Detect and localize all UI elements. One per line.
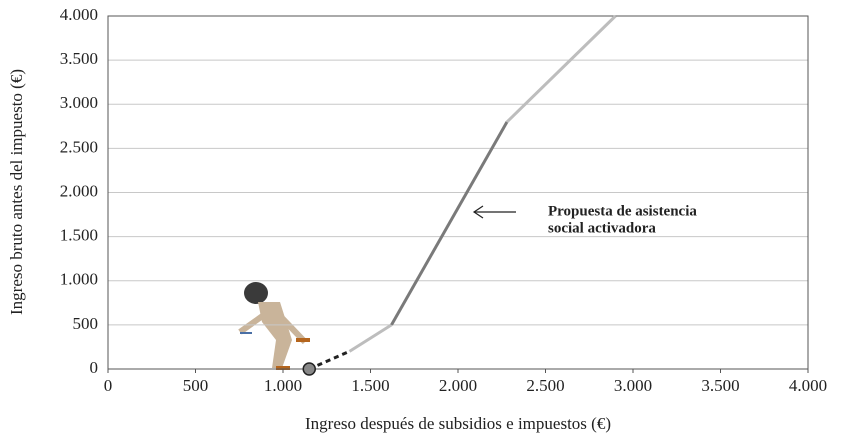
y-tick-label: 3.000	[60, 93, 98, 112]
annotation: Propuesta de asistencia	[548, 203, 697, 219]
y-tick-label: 500	[73, 314, 99, 333]
y-tick-label: 3.500	[60, 49, 98, 68]
x-tick-label: 500	[183, 376, 209, 395]
y-tick-label: 2.000	[60, 181, 98, 200]
y-axis-label: Ingreso bruto antes del impuesto (€)	[7, 69, 26, 315]
plot-frame	[107, 15, 809, 370]
x-axis-label: Ingreso después de subsidios e impuestos…	[305, 414, 611, 433]
x-tick-label: 3.000	[614, 376, 652, 395]
person-icon	[238, 282, 310, 370]
arrow	[472, 205, 516, 219]
x-tick-label: 0	[104, 376, 113, 395]
y-tick-label: 0	[90, 358, 99, 377]
y-tick-label: 4.000	[60, 5, 98, 24]
annotation: social activadora	[548, 220, 656, 236]
x-tick-label: 3.500	[701, 376, 739, 395]
point-marker	[302, 362, 316, 376]
line-segment	[348, 323, 393, 353]
x-tick-label: 1.500	[351, 376, 389, 395]
line-segment	[505, 14, 617, 123]
x-tick-label: 2.500	[526, 376, 564, 395]
x-tick-label: 1.000	[264, 376, 302, 395]
x-tick-label: 2.000	[439, 376, 477, 395]
y-tick-label: 2.500	[60, 137, 98, 156]
y-tick-label: 1.500	[60, 226, 98, 245]
x-tick-label: 4.000	[789, 376, 827, 395]
line-segment	[390, 121, 509, 326]
line-segment	[308, 349, 351, 371]
y-tick-label: 1.000	[60, 270, 98, 289]
